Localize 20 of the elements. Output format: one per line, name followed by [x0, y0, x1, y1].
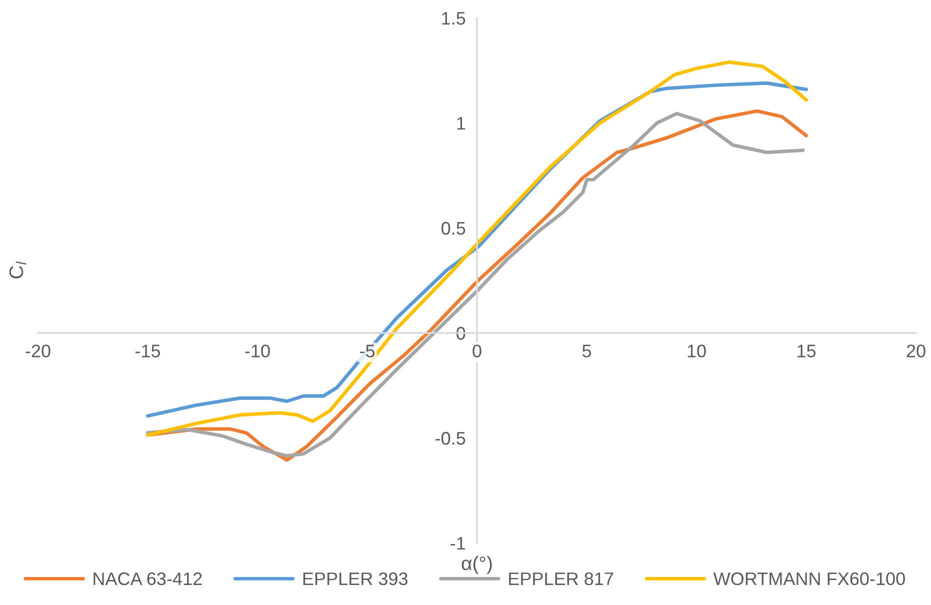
legend-label: EPPLER 393	[303, 572, 408, 586]
y-tick-label: -0.5	[436, 432, 466, 445]
x-tick-label: 0	[472, 344, 482, 358]
y-tick-label: 1	[457, 117, 466, 130]
x-tick-label: -5	[360, 344, 375, 358]
legend-label: EPPLER 817	[509, 572, 614, 586]
legend-label: NACA 63-412	[94, 572, 202, 586]
y-tick-label: -1	[450, 537, 466, 550]
x-tick-label: 5	[582, 344, 592, 358]
x-axis-title: α(°)	[462, 556, 492, 574]
x-tick-label: -20	[26, 344, 50, 358]
legend-label: WORTMANN FX60-100	[713, 572, 905, 586]
y-tick-label: 1.5	[442, 12, 466, 25]
x-tick-label: -10	[245, 344, 270, 358]
x-tick-label: -15	[136, 344, 160, 358]
y-tick-label: 0.5	[441, 222, 466, 235]
x-tick-label: 10	[688, 344, 706, 358]
x-tick-label: 15	[798, 344, 816, 358]
y-axis-title: C$_{l}$	[9, 261, 26, 278]
x-tick-label: 20	[906, 344, 926, 358]
